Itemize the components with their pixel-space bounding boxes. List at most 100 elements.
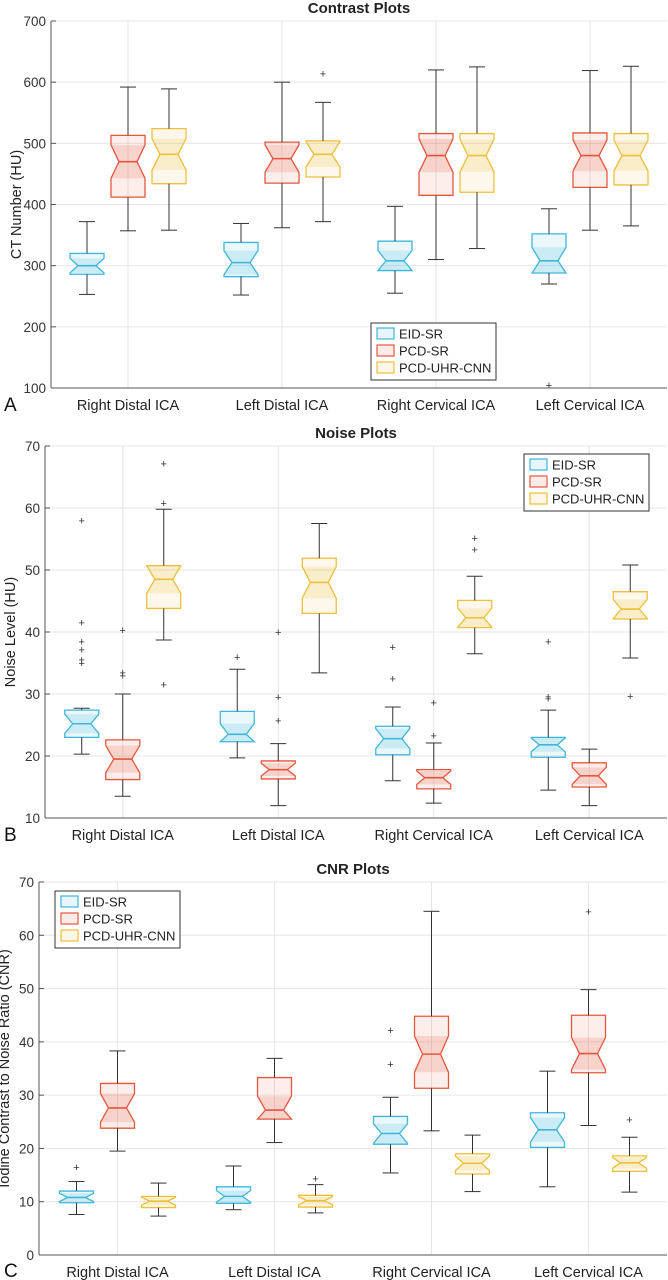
legend-label: PCD-UHR-CNN [399, 361, 491, 376]
y-tick-label: 40 [19, 1035, 34, 1050]
box-pcd-uhr-cnn-3: + [611, 1115, 648, 1193]
y-axis-label: Iodine Contrast to Noise Ratio (CNR) [0, 949, 13, 1188]
outlier-point: + [626, 1115, 632, 1127]
legend: EID-SR PCD-SR PCD-UHR-CNN [523, 453, 650, 512]
outlier-point: + [472, 533, 478, 545]
box-pcd-uhr-cnn-1 [301, 523, 337, 674]
outlier-point: + [234, 652, 240, 664]
box-notch-shade [220, 723, 255, 742]
box-pcd-sr-2 [413, 910, 450, 1132]
y-tick-label: 500 [23, 136, 46, 151]
chart-panel-a: 100 200 300 400 500 600 700 Right Distal ICA Lef… [4, 0, 667, 416]
x-category-label: Left Distal ICA [232, 828, 325, 844]
y-axis-label: Noise Level (HU) [3, 577, 19, 687]
outlier-point: + [312, 1173, 318, 1185]
outlier-point: + [545, 636, 551, 648]
y-tick-label: 10 [19, 1195, 34, 1210]
box-body [570, 1014, 607, 1074]
y-tick-label: 300 [23, 259, 46, 274]
box-body [145, 565, 182, 610]
box-pcd-uhr-cnn-2 [454, 1134, 491, 1193]
y-tick-label: 20 [19, 1141, 34, 1156]
box-body [418, 132, 454, 196]
y-tick-label: 20 [25, 749, 40, 764]
outlier-point: + [431, 731, 437, 743]
legend-label: EID-SR [399, 327, 443, 342]
box-eid-sr-2: ++ [372, 1025, 409, 1174]
y-tick-label: 70 [25, 439, 40, 454]
box-pcd-sr-1: + + + [260, 627, 296, 807]
outlier-point: + [545, 693, 551, 705]
y-tick-label: 10 [25, 811, 40, 826]
box-eid-sr-2: ++ [375, 642, 411, 782]
legend-swatch [529, 475, 548, 488]
outlier-point: + [275, 716, 281, 728]
legend-swatch [529, 492, 548, 505]
box-eid-sr-0 [69, 221, 105, 295]
box-eid-sr-3: + [530, 208, 568, 392]
box-eid-sr-0: + [58, 1162, 95, 1216]
y-axis-label: CT Number (HU) [9, 150, 25, 259]
box-eid-sr-1 [215, 1165, 252, 1211]
y-tick-label: 50 [25, 563, 40, 578]
y-tick-label: 600 [23, 75, 46, 90]
chart-title: Noise Plots [315, 425, 397, 442]
outlier-point: + [161, 458, 167, 470]
legend-label: PCD-SR [399, 344, 449, 359]
box-body [413, 1015, 450, 1089]
legend: EID-SR PCD-SR PCD-UHR-CNN [54, 890, 181, 949]
y-tick-label: 30 [19, 1088, 34, 1103]
outlier-point: + [431, 698, 437, 710]
legend-label: EID-SR [83, 895, 127, 910]
box-body [372, 1115, 409, 1145]
box-eid-sr-0: ++++++ [64, 515, 100, 755]
legend-swatch [60, 929, 79, 942]
box-pcd-uhr-cnn-3 [613, 65, 649, 227]
y-tick-label: 0 [26, 1248, 34, 1263]
legend-label: PCD-SR [552, 475, 602, 490]
legend-box [370, 322, 497, 381]
box-eid-sr-3: +++ [530, 636, 566, 791]
box-body [457, 599, 493, 629]
outlier-point: + [387, 1025, 393, 1037]
box-pcd-uhr-cnn-2 [459, 66, 495, 250]
outlier-point: + [472, 545, 478, 557]
x-category-label: Right Distal ICA [77, 398, 180, 414]
outlier-point: + [79, 654, 85, 666]
box-pcd-sr-2 [418, 69, 454, 261]
box-pcd-uhr-cnn-0 [140, 1182, 177, 1217]
chart-panel-c: 0 10 20 30 40 50 60 70 Right Distal ICA Left Dist… [0, 861, 667, 1280]
outlier-point: + [390, 642, 396, 654]
box-body [215, 1186, 252, 1204]
box-body [305, 140, 341, 178]
box-pcd-sr-0 [110, 86, 146, 232]
y-tick-label: 700 [23, 14, 46, 29]
box-body [151, 128, 187, 185]
box-body [99, 1082, 136, 1129]
y-tick-label: 60 [25, 501, 40, 516]
legend-entry-pcd-sr: PCD-SR [529, 475, 602, 490]
box-body [110, 134, 146, 198]
legend: EID-SR PCD-SR PCD-UHR-CNN [370, 322, 497, 381]
box-body [416, 768, 452, 790]
box-pcd-sr-3 [571, 748, 607, 807]
box-body [264, 141, 300, 184]
outlier-point: + [275, 692, 281, 704]
box-body [223, 241, 259, 278]
legend-swatch [60, 895, 79, 908]
y-tick-label: 40 [25, 625, 40, 640]
outlier-point: + [627, 691, 633, 703]
x-category-label: Right Cervical ICA [372, 1265, 491, 1280]
outlier-point: + [275, 627, 281, 639]
legend-entry-pcd-sr: PCD-SR [376, 344, 449, 359]
legend-entry-pcd-uhr-cnn: PCD-UHR-CNN [60, 929, 175, 944]
outlier-point: + [320, 69, 326, 81]
legend-swatch [376, 344, 395, 357]
box-pcd-sr-0 [99, 1050, 136, 1152]
x-category-label: Left Cervical ICA [534, 1265, 643, 1280]
x-category-label: Left Distal ICA [236, 398, 329, 414]
legend-swatch [376, 327, 395, 340]
legend-box [54, 890, 181, 949]
box-pcd-uhr-cnn-3: + [612, 564, 648, 703]
